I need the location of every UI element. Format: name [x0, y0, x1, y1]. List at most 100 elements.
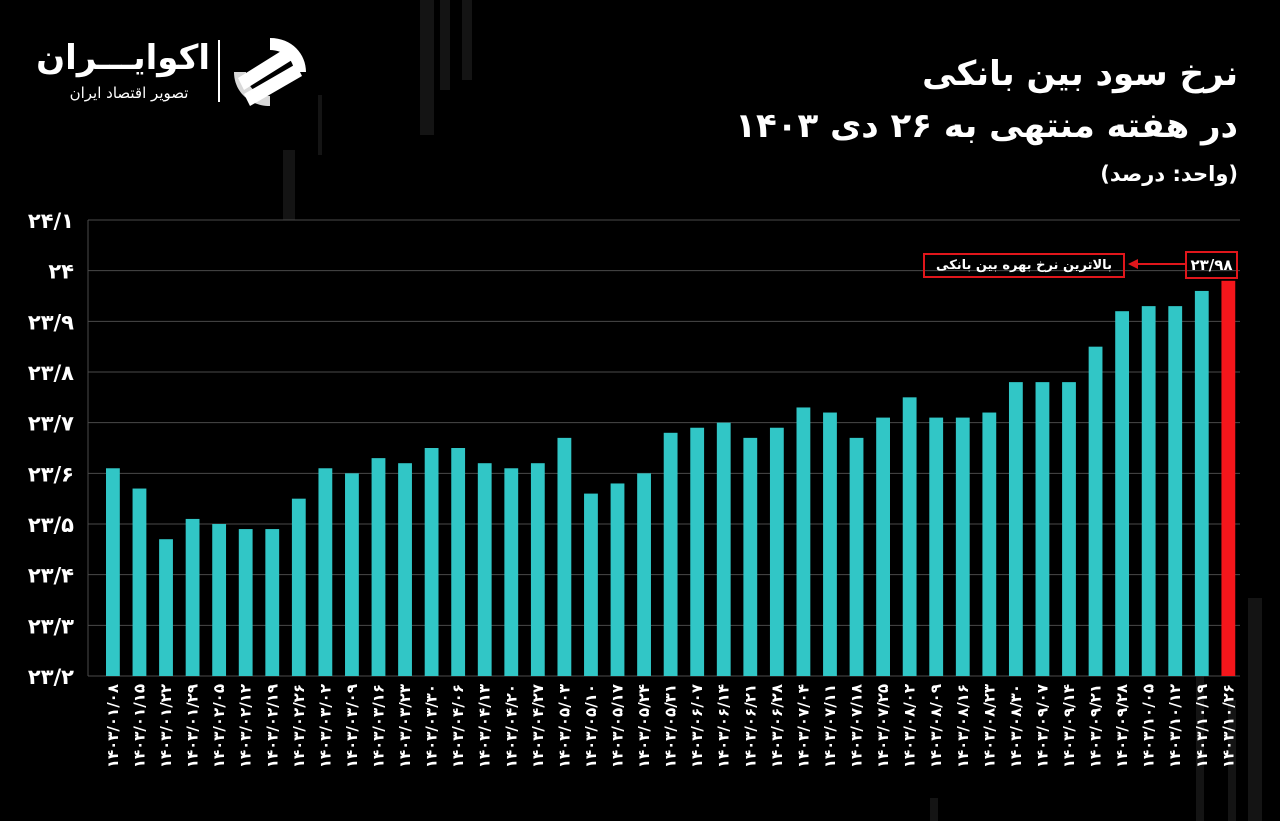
bar — [291, 498, 306, 676]
x-tick-label: ۱۴۰۳/۰۲/۱۲ — [237, 684, 255, 768]
chart-title-line-2: در هفته منتهی به ۲۶ دی ۱۴۰۳ — [735, 106, 1238, 146]
x-tick-label: ۱۴۰۳/۰۲/۱۹ — [263, 684, 281, 768]
bar — [1141, 306, 1156, 676]
x-tick-label: ۱۴۰۳/۰۴/۲۷ — [529, 684, 547, 768]
y-tick-label: ۲۴/۱ — [28, 209, 74, 233]
x-tick-label: ۱۴۰۳/۰۵/۱۷ — [609, 684, 627, 768]
decor-candle-5 — [1248, 598, 1262, 821]
x-tick-label: ۱۴۰۳/۰۸/۲۳ — [980, 684, 998, 768]
bar — [530, 463, 545, 676]
bar — [1168, 306, 1183, 676]
bar — [584, 493, 598, 676]
bar — [982, 412, 997, 676]
bar — [716, 422, 731, 676]
y-axis-tick-labels: ۲۳/۲ ۲۳/۳ ۲۳/۴ ۲۳/۵ ۲۳/۶ ۲۳/۷ ۲۳/۸ ۲۳/۹ ۲۴ ۲۴/۱ — [28, 209, 74, 689]
x-tick-label: ۱۴۰۳/۰۱/۲۹ — [184, 684, 202, 768]
callout-arrowhead — [1128, 259, 1138, 269]
brand-tagline: تصویر اقتصاد ایران — [69, 84, 189, 102]
callout-label: بالاترین نرخ بهره بین بانکی — [923, 253, 1125, 278]
bar — [637, 473, 651, 676]
y-tick-label: ۲۴ — [48, 260, 74, 284]
bar — [371, 458, 386, 676]
y-tick-label: ۲۳/۲ — [28, 665, 74, 689]
x-tick-label: ۱۴۰۳/۱۰/۰۵ — [1140, 684, 1158, 768]
y-tick-label: ۲۳/۶ — [28, 462, 74, 486]
x-tick-label: ۱۴۰۳/۰۱/۱۵ — [130, 684, 148, 768]
y-tick-label: ۲۳/۸ — [28, 361, 74, 385]
x-tick-label: ۱۴۰۳/۰۱/۲۲ — [157, 684, 175, 768]
x-tick-label: ۱۴۰۳/۰۵/۱۰ — [582, 684, 600, 768]
chart-unit: (واحد: درصد) — [1100, 162, 1238, 186]
chart-title-line-1: نرخ سود بین بانکی — [922, 54, 1238, 94]
background-candles-decoration — [283, 0, 1262, 821]
bars — [106, 280, 1236, 676]
x-tick-label: ۱۴۰۳/۰۸/۳۰ — [1007, 684, 1025, 768]
bar — [1035, 382, 1050, 676]
callout-value: ۲۳/۹۸ — [1185, 251, 1238, 279]
bar — [663, 432, 678, 676]
bar — [743, 437, 758, 676]
bar — [265, 529, 280, 676]
bar — [1221, 280, 1236, 676]
x-tick-label: ۱۴۰۳/۰۲/۰۵ — [210, 684, 228, 768]
x-tick-label: ۱۴۰۳/۰۸/۱۶ — [954, 684, 972, 768]
x-tick-label: ۱۴۰۳/۰۳/۰۲ — [316, 684, 334, 768]
decor-candle-8 — [930, 798, 938, 821]
bar — [1008, 382, 1023, 676]
y-tick-label: ۲۳/۷ — [28, 412, 74, 436]
bar — [1062, 382, 1076, 676]
y-tick-label: ۲۳/۵ — [28, 513, 74, 537]
bar — [238, 529, 253, 676]
x-tick-label: ۱۴۰۳/۰۶/۰۷ — [688, 684, 706, 768]
logo-divider — [218, 40, 220, 102]
x-tick-label: ۱۴۰۳/۰۶/۱۴ — [715, 684, 733, 768]
bar — [398, 463, 412, 676]
x-tick-label: ۱۴۰۳/۰۳/۲۳ — [396, 684, 414, 768]
x-tick-label: ۱۴۰۳/۱۰/۲۶ — [1219, 684, 1237, 768]
bar — [185, 518, 200, 676]
brand-name: اکوایـــران — [36, 38, 210, 78]
bar — [929, 417, 944, 676]
x-tick-label: ۱۴۰۳/۰۵/۲۴ — [635, 684, 653, 768]
bar — [902, 397, 917, 676]
x-tick-label: ۱۴۰۳/۰۲/۲۶ — [290, 684, 308, 768]
decor-candle-6 — [1196, 660, 1204, 821]
x-tick-label: ۱۴۰۳/۰۹/۰۷ — [1033, 684, 1051, 768]
decor-candle-3 — [283, 150, 295, 220]
bar — [1115, 311, 1130, 676]
x-tick-label: ۱۴۰۳/۰۴/۰۶ — [449, 684, 467, 768]
x-tick-label: ۱۴۰۳/۰۶/۲۱ — [741, 684, 759, 768]
x-tick-label: ۱۴۰۳/۰۷/۰۴ — [794, 684, 812, 768]
bar — [849, 437, 864, 676]
bar — [1088, 346, 1103, 676]
brand-logo: اکوایـــران تصویر اقتصاد ایران — [36, 34, 318, 114]
x-tick-label: ۱۴۰۳/۰۵/۳۱ — [662, 684, 680, 768]
chart-header: نرخ سود بین بانکی در هفته منتهی به ۲۶ دی… — [735, 48, 1238, 186]
bar — [823, 412, 837, 676]
bar — [345, 473, 359, 676]
x-axis-tick-labels: ۱۴۰۳/۰۱/۰۸ ۱۴۰۳/۰۱/۱۵ ۱۴۰۳/۰۱/۲۲ ۱۴۰۳/۰۱/۲۹… — [104, 684, 1237, 768]
y-tick-label: ۲۳/۹ — [28, 310, 74, 334]
bar — [212, 524, 227, 676]
x-tick-label: ۱۴۰۳/۰۴/۲۰ — [502, 684, 520, 768]
bar — [1194, 290, 1209, 676]
decor-candle-2 — [462, 0, 472, 80]
bar — [504, 468, 519, 676]
bar — [318, 468, 333, 676]
bar — [796, 407, 811, 676]
y-tick-label: ۲۳/۴ — [28, 564, 74, 588]
decor-candle-7 — [1228, 700, 1236, 821]
x-tick-label: ۱۴۰۳/۰۸/۰۹ — [927, 684, 945, 768]
bar — [132, 488, 147, 676]
bar — [557, 437, 572, 676]
x-tick-label: ۱۴۰۳/۰۷/۲۵ — [874, 684, 892, 768]
x-tick-label: ۱۴۰۳/۰۳/۳۰ — [423, 684, 441, 768]
bar — [610, 483, 625, 676]
x-tick-label: ۱۴۰۳/۰۷/۱۸ — [848, 684, 866, 768]
y-tick-label: ۲۳/۳ — [28, 614, 74, 638]
x-tick-label: ۱۴۰۳/۱۰/۱۹ — [1193, 684, 1211, 768]
bar — [424, 448, 439, 676]
x-tick-label: ۱۴۰۳/۱۰/۱۲ — [1166, 684, 1184, 768]
bar — [690, 427, 705, 676]
